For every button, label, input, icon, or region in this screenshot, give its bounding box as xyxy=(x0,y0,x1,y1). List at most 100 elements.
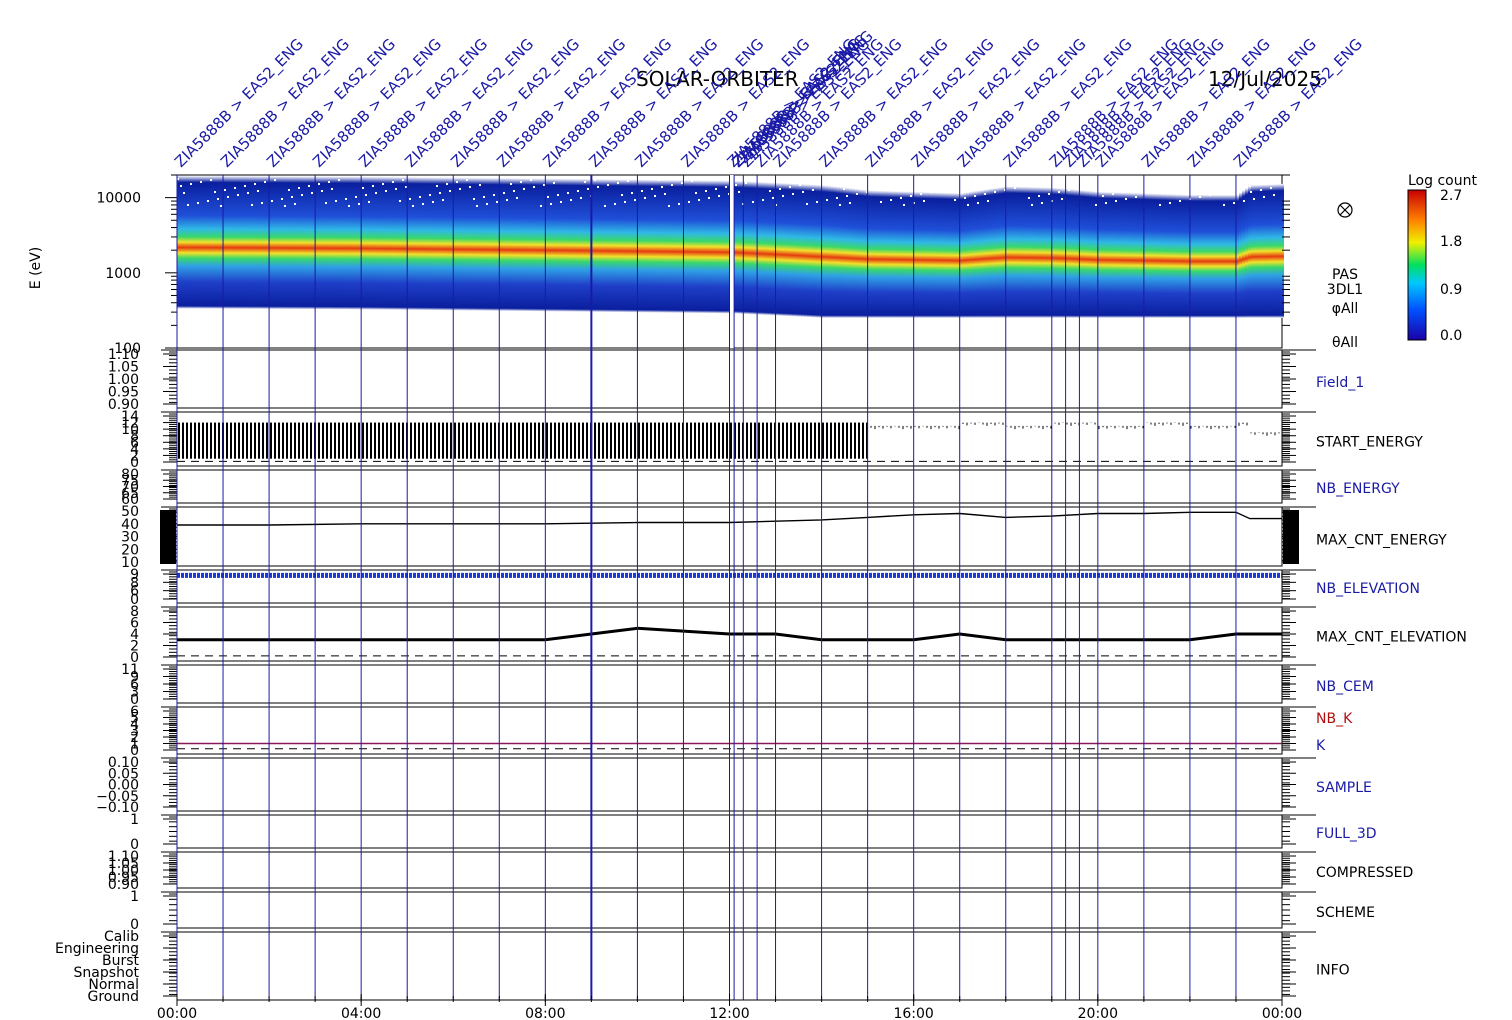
spectrogram-column xyxy=(1095,191,1098,318)
spectrogram-column xyxy=(921,191,924,318)
spectrogram-speckle xyxy=(1253,198,1255,200)
spectrogram-column xyxy=(804,184,807,318)
spectrogram-column xyxy=(876,190,879,318)
spectrogram-column xyxy=(234,175,237,309)
spectrogram-column xyxy=(1038,187,1041,318)
spectrogram-column xyxy=(213,175,216,309)
spectrogram-column xyxy=(666,179,669,313)
spectrogram-speckle xyxy=(1176,193,1178,195)
spectrogram-column xyxy=(1044,187,1047,318)
spectrogram-column xyxy=(285,176,288,310)
spectrogram-speckle xyxy=(903,204,905,206)
spectrogram-column xyxy=(963,192,966,318)
spectrogram-speckle xyxy=(1179,200,1181,202)
spectrogram-speckle xyxy=(580,197,582,199)
spectrogram-speckle xyxy=(1260,189,1262,191)
spectrogram-speckle xyxy=(476,205,478,207)
spectrogram-speckle xyxy=(180,185,182,187)
spectrogram-speckle xyxy=(866,191,868,193)
spectrogram-column xyxy=(537,178,540,312)
mission-title: SOLAR-ORBITER xyxy=(636,67,799,91)
spectrogram-column xyxy=(270,176,273,310)
spectrogram-speckle xyxy=(876,189,878,191)
spectrogram-column xyxy=(612,179,615,313)
spectrogram-speckle xyxy=(402,179,404,181)
spectrogram-column xyxy=(792,183,795,317)
spectrogram-speckle xyxy=(183,192,185,194)
spectrogram-column xyxy=(1119,192,1122,318)
spectrogram-column xyxy=(315,176,318,310)
spectrogram-speckle xyxy=(987,200,989,202)
spectrogram-speckle xyxy=(1209,194,1211,196)
panel-label-COMPRESSED: COMPRESSED xyxy=(1316,865,1413,881)
spectrogram-column xyxy=(975,190,978,318)
spectrogram-column xyxy=(1158,193,1161,318)
panel-ytick-label: 0 xyxy=(130,743,139,759)
spectrogram-right-label: φAll xyxy=(1332,301,1359,317)
panel-ytick-label: 1.05 xyxy=(108,856,139,872)
spectrogram-column xyxy=(459,177,462,311)
spectrogram-column xyxy=(525,178,528,312)
panel-ytick-label: 8 xyxy=(130,429,139,445)
spectrogram-column xyxy=(789,183,792,317)
spectrogram-column xyxy=(1281,183,1284,318)
spectrogram-column xyxy=(600,179,603,313)
spectrogram-speckle xyxy=(624,201,626,203)
spectrogram-column xyxy=(252,175,255,309)
panel-ytick-label: −0.05 xyxy=(96,789,139,805)
spectrogram-speckle xyxy=(809,182,811,184)
spectrogram-column xyxy=(348,176,351,310)
spectrogram-column xyxy=(225,175,228,309)
spectrogram-column xyxy=(1059,188,1062,318)
spectrogram-column xyxy=(1179,194,1182,318)
panel-ytick-label: 1.10 xyxy=(108,849,139,865)
spectrogram-column xyxy=(807,184,810,318)
spectrogram-column xyxy=(633,179,636,313)
spectrogram-column xyxy=(864,189,867,318)
spectrogram-speckle xyxy=(358,203,360,205)
spectrogram-column xyxy=(510,178,513,312)
spectrogram-column xyxy=(846,187,849,318)
spectrogram-ylabel: E (eV) xyxy=(28,247,44,289)
spectrogram-speckle xyxy=(641,190,643,192)
colorbar: Log count 2.7 1.8 0.9 0.0 xyxy=(1407,173,1477,344)
spectrogram-speckle xyxy=(456,181,458,183)
spectrogram-column xyxy=(390,176,393,310)
spectrogram-column xyxy=(726,180,729,314)
spectrogram-column xyxy=(1092,191,1095,318)
panel-ytick-label: 0.00 xyxy=(108,778,139,794)
panel-ytick-label: Engineering xyxy=(55,941,139,957)
spectrogram-speckle xyxy=(920,193,922,195)
spectrogram-column xyxy=(597,179,600,313)
spectrogram-speckle xyxy=(446,183,448,185)
spectrogram-speckle xyxy=(483,196,485,198)
spectrogram-column xyxy=(399,176,402,310)
spectrogram-speckle xyxy=(244,185,246,187)
spectrogram-speckle xyxy=(974,195,976,197)
spectrogram-column xyxy=(936,192,939,318)
spectrogram-column xyxy=(450,177,453,311)
colorbar-gradient xyxy=(1407,189,1427,341)
spectrogram-column xyxy=(678,179,681,313)
spectrogram-column xyxy=(672,179,675,313)
spectrogram-column xyxy=(582,178,585,312)
spectrogram-speckle xyxy=(1186,191,1188,193)
spectrogram-speckle xyxy=(745,182,747,184)
spectrogram-column xyxy=(276,176,279,310)
spectrogram-column xyxy=(558,178,561,312)
spectrogram-column xyxy=(255,176,258,310)
spectrogram-column xyxy=(408,177,411,311)
spectrogram-speckle xyxy=(1102,195,1104,197)
spectrogram-column xyxy=(417,177,420,311)
spectrogram-speckle xyxy=(1213,178,1215,180)
spectrogram-speckle xyxy=(291,196,293,198)
panel-ytick-label: 6 xyxy=(130,616,139,632)
spectrogram-column xyxy=(540,178,543,312)
panel-ytick-label: 11 xyxy=(121,662,139,678)
spectrogram-speckle xyxy=(1061,198,1063,200)
spectrogram-speckle xyxy=(510,183,512,185)
plot-date: 12/Jul/2025 xyxy=(1208,67,1322,91)
spectrogram-column xyxy=(798,183,801,317)
spectrogram-column xyxy=(564,178,567,312)
spectrogram-column xyxy=(207,175,210,309)
